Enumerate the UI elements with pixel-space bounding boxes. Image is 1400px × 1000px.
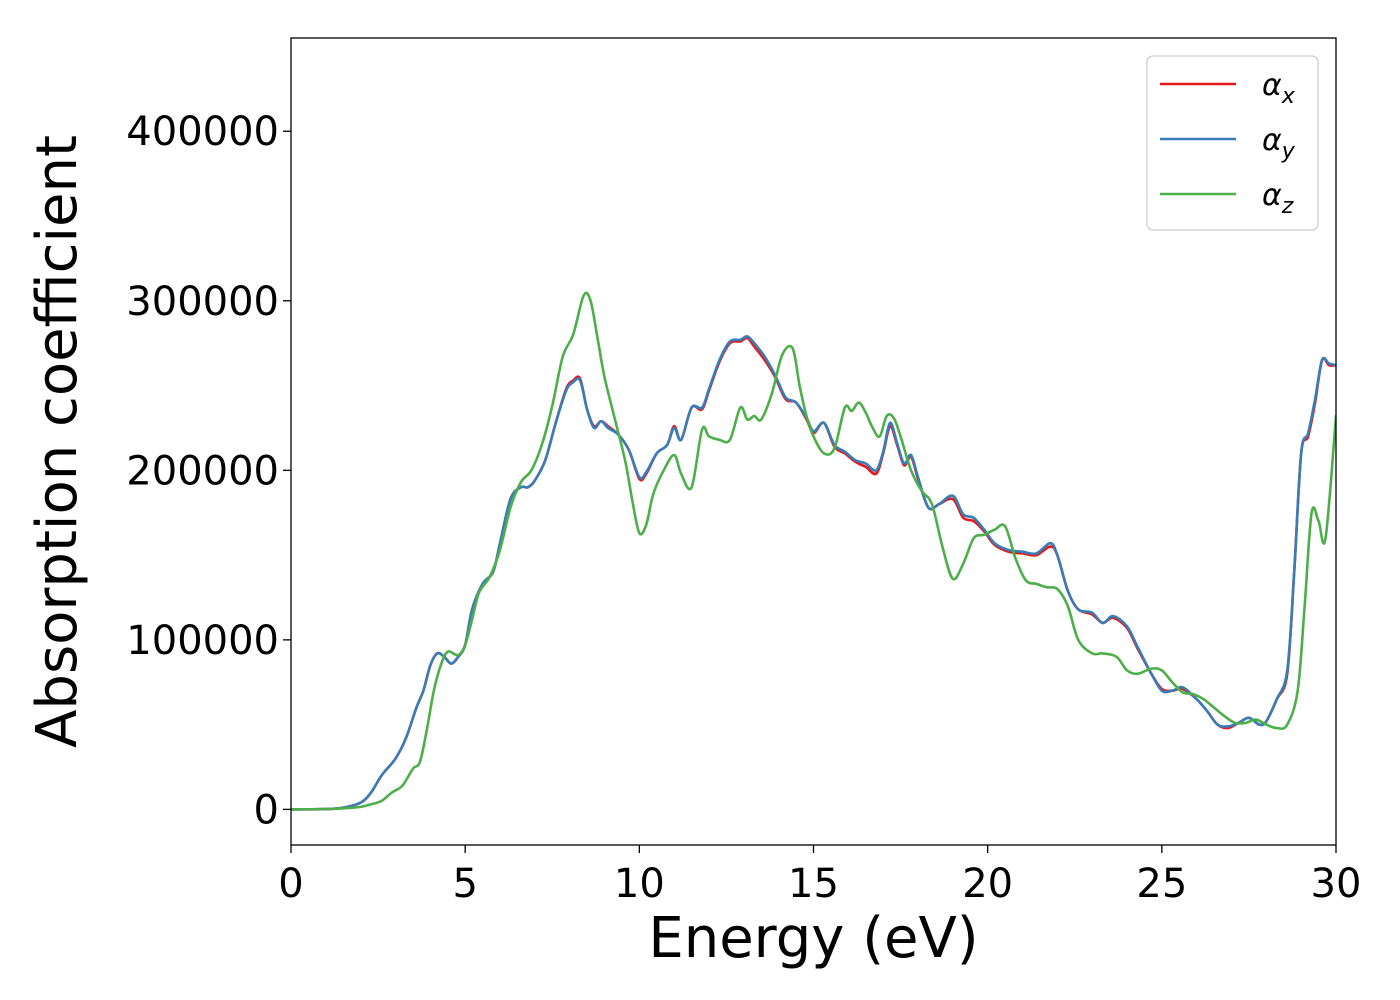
y-axis-ticks: 0 100000 200000 300000 400000 <box>126 109 291 833</box>
legend-label-subscript: z <box>1281 194 1294 219</box>
legend-box <box>1146 55 1319 231</box>
y-tick-label: 100000 <box>126 618 279 664</box>
legend-label-subscript: x <box>1281 84 1296 109</box>
y-axis-label: Absorption coefficient <box>25 135 90 748</box>
legend-label-base: α <box>1262 123 1282 158</box>
x-tick-label: 5 <box>452 861 477 907</box>
x-tick-label: 30 <box>1311 861 1362 907</box>
x-tick-label: 10 <box>614 861 665 907</box>
legend-label-base: α <box>1262 68 1282 103</box>
x-tick-label: 0 <box>278 861 303 907</box>
y-tick-label: 300000 <box>126 279 279 325</box>
legend-label-base: α <box>1262 178 1282 213</box>
legend-label-y: αy <box>1262 123 1296 164</box>
y-tick-label: 200000 <box>126 448 279 494</box>
series-line-y <box>291 335 1336 811</box>
y-tick-label: 400000 <box>126 109 279 155</box>
x-tick-label: 15 <box>788 861 839 907</box>
x-tick-label: 20 <box>962 861 1013 907</box>
x-axis-ticks: 0 5 10 15 20 25 30 <box>278 845 1361 907</box>
series-line-z <box>291 291 1336 811</box>
series-lines <box>291 291 1336 811</box>
legend-label-z: αz <box>1262 178 1294 219</box>
legend-label-x: αx <box>1262 68 1296 109</box>
legend-label-subscript: y <box>1281 139 1296 164</box>
y-tick-label: 0 <box>254 787 279 833</box>
x-axis-label: Energy (eV) <box>648 906 978 971</box>
x-tick-label: 25 <box>1136 861 1187 907</box>
series-line-x <box>291 336 1336 811</box>
